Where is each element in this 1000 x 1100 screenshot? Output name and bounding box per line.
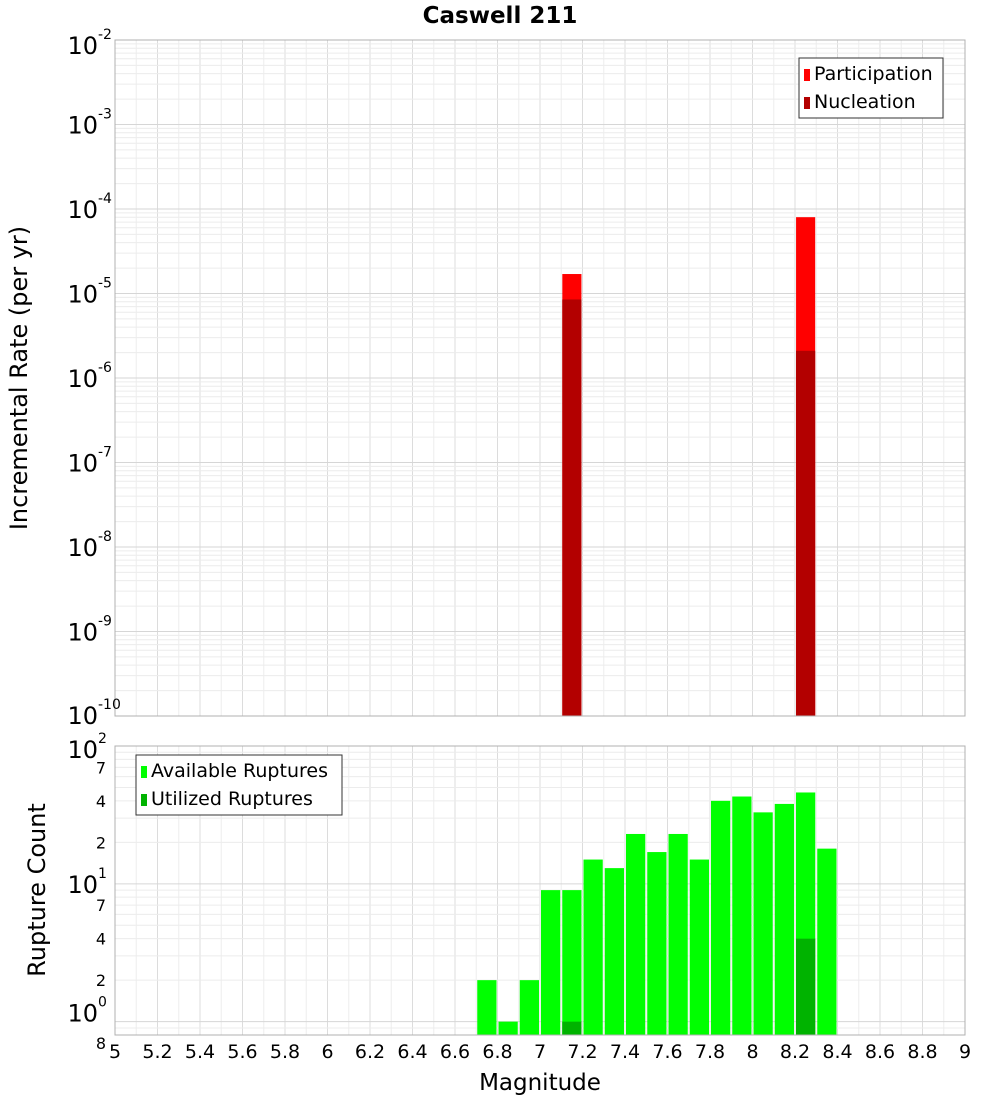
bottom-legend: Available Ruptures Utilized Ruptures <box>135 754 343 816</box>
x-tick-label: 5.4 <box>185 1041 215 1063</box>
count-bar-available-ruptures <box>732 796 752 1035</box>
top-bars <box>562 217 816 716</box>
bottom-plot-border <box>114 745 966 1036</box>
x-tick-label: 6.8 <box>482 1041 512 1063</box>
count-bar-available-ruptures <box>498 1021 518 1035</box>
y-tick-label: 10 <box>67 281 98 309</box>
count-bar-available-ruptures <box>562 890 582 1035</box>
legend-entry-utilized-ruptures: Utilized Ruptures <box>151 788 313 810</box>
x-tick-label: 8.6 <box>865 1041 895 1063</box>
y-tick-label: 10 <box>67 702 98 730</box>
x-tick-label: 6.2 <box>355 1041 385 1063</box>
chart-title: Caswell 211 <box>423 3 578 29</box>
top-y-tick-labels: 10-210-310-410-510-610-710-810-910-10 <box>67 27 120 730</box>
y-tick-label: 10 <box>67 196 98 224</box>
x-tick-label: 8.8 <box>907 1041 937 1063</box>
y-tick-label: 10 <box>67 450 98 478</box>
x-tick-label: 6.4 <box>397 1041 427 1063</box>
x-tick-label: 5 <box>109 1041 121 1063</box>
y-tick-label: 10 <box>67 534 98 562</box>
x-tick-label: 7.4 <box>610 1041 640 1063</box>
y-tick-label: 10 <box>67 32 98 60</box>
count-bar-available-ruptures <box>647 852 667 1035</box>
x-tick-label: 7.2 <box>567 1041 597 1063</box>
y-minor-tick-label: 7 <box>96 758 106 777</box>
x-tick-label: 7.6 <box>652 1041 682 1063</box>
count-bar-available-ruptures <box>583 859 603 1035</box>
legend-swatch <box>141 794 147 806</box>
legend-entry-nucleation: Nucleation <box>814 91 916 113</box>
y-tick-label: 10 <box>67 1000 98 1028</box>
legend-box <box>798 57 944 119</box>
x-tick-label: 7 <box>534 1041 546 1063</box>
y-tick-exponent: -4 <box>98 191 112 207</box>
y-minor-tick-label: 4 <box>96 930 106 949</box>
y-tick-exponent: 2 <box>98 731 107 747</box>
count-bar-utilized-ruptures <box>796 938 816 1035</box>
count-bar-available-ruptures <box>774 803 794 1035</box>
y-tick-label: 10 <box>67 365 98 393</box>
legend-swatch <box>804 97 810 109</box>
x-tick-label: 6.6 <box>440 1041 470 1063</box>
count-bar-available-ruptures <box>604 868 624 1035</box>
x-tick-label: 5.6 <box>227 1041 257 1063</box>
count-bar-available-ruptures <box>519 980 539 1035</box>
y-minor-tick-label: 2 <box>96 833 106 852</box>
count-bar-available-ruptures <box>753 812 773 1035</box>
y-tick-exponent: -9 <box>98 614 112 630</box>
bottom-y-axis-label: Rupture Count <box>23 803 51 977</box>
count-bar-available-ruptures <box>541 890 561 1035</box>
y-minor-tick-label: 4 <box>96 792 106 811</box>
x-tick-labels: 5 5.2 5.4 5.6 5.8 6 6.2 6.4 6.6 6.8 7 7.2 7.4 7.6 7.8 8… <box>109 1041 971 1063</box>
legend-entry-available-ruptures: Available Ruptures <box>151 760 328 782</box>
x-tick-label: 8 <box>746 1041 758 1063</box>
count-bar-available-ruptures <box>711 800 731 1035</box>
top-y-axis-label: Incremental Rate (per yr) <box>5 226 33 530</box>
y-minor-tick-label: 7 <box>96 896 106 915</box>
y-tick-exponent: -3 <box>98 107 112 123</box>
top-plot-border <box>114 39 966 717</box>
legend-swatch <box>804 69 810 81</box>
y-tick-exponent: 1 <box>98 866 107 882</box>
y-tick-exponent: -2 <box>98 27 112 43</box>
top-legend: Participation Nucleation <box>798 57 944 119</box>
count-bar-available-ruptures <box>689 859 709 1035</box>
x-tick-label: 9 <box>959 1041 971 1063</box>
y-tick-exponent: -5 <box>98 276 112 292</box>
count-bar-utilized-ruptures <box>562 1021 582 1035</box>
y-tick-exponent: 0 <box>98 995 107 1011</box>
y-tick-label: 10 <box>67 619 98 647</box>
x-axis-label: Magnitude <box>479 1070 601 1096</box>
count-bar-available-ruptures <box>626 833 646 1035</box>
top-panel: 10-210-310-410-510-610-710-810-910-10 In… <box>5 27 966 730</box>
y-minor-tick-label: 2 <box>96 971 106 990</box>
y-tick-label: 10 <box>67 871 98 899</box>
x-tick-label: 8.2 <box>780 1041 810 1063</box>
y-tick-exponent: -6 <box>98 360 112 376</box>
count-bar-available-ruptures <box>477 980 497 1035</box>
legend-entry-participation: Participation <box>814 63 933 85</box>
count-bar-available-ruptures <box>668 833 688 1035</box>
y-tick-label: 10 <box>67 112 98 140</box>
top-grid <box>114 39 966 717</box>
y-tick-exponent: -10 <box>98 697 121 713</box>
rate-bar-nucleation <box>796 350 816 716</box>
x-tick-label: 7.8 <box>695 1041 725 1063</box>
x-tick-label: 5.2 <box>142 1041 172 1063</box>
rate-bar-nucleation <box>562 299 582 716</box>
x-tick-label: 8.4 <box>822 1041 852 1063</box>
y-tick-label: 10 <box>67 736 98 764</box>
y-tick-exponent: -8 <box>98 529 112 545</box>
legend-swatch <box>141 766 147 778</box>
legend-box <box>135 754 343 816</box>
x-tick-label: 5.8 <box>270 1041 300 1063</box>
y-minor-tick-label: 8 <box>96 1034 106 1053</box>
x-tick-label: 6 <box>321 1041 333 1063</box>
y-tick-exponent: -7 <box>98 445 112 461</box>
bottom-bars <box>477 792 837 1035</box>
count-bar-available-ruptures <box>817 848 837 1035</box>
